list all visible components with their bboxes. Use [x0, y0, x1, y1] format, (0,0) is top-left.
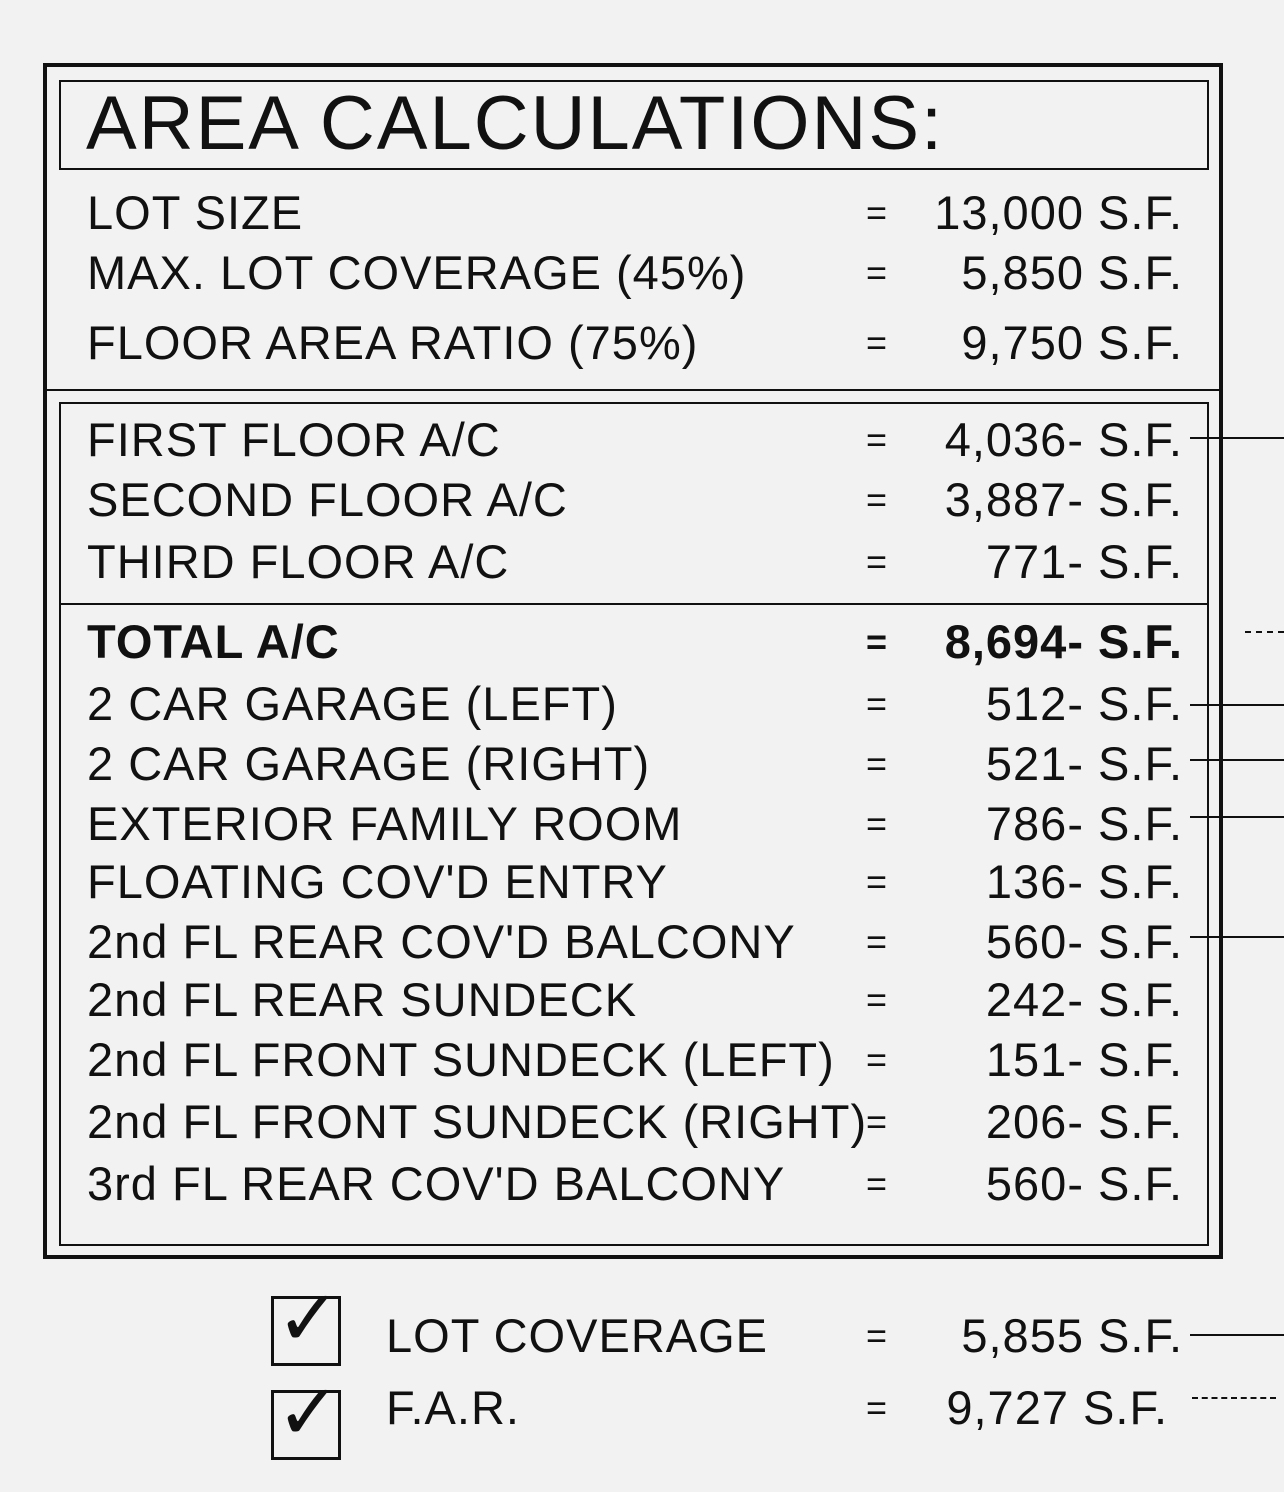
row-value: 560- S.F.: [985, 915, 1183, 968]
equals-sign: =: [866, 979, 888, 1020]
row-value: 512- S.F.: [985, 677, 1183, 730]
page-title: AREA CALCULATIONS:: [86, 81, 945, 166]
row-label: 3rd FL REAR COV'D BALCONY: [87, 1157, 786, 1210]
row-value: 136- S.F.: [985, 855, 1183, 908]
section-divider: [59, 603, 1207, 605]
table-row: 2 CAR GARAGE (RIGHT) = 521- S.F.: [0, 739, 1284, 789]
row-value: 13,000 S.F.: [934, 186, 1183, 239]
table-row: FLOOR AREA RATIO (75%) = 9,750 S.F.: [0, 318, 1284, 368]
table-row: LOT COVERAGE = 5,855 S.F.: [0, 1311, 1284, 1361]
row-label: TOTAL A/C: [87, 615, 340, 668]
equals-sign: =: [866, 479, 888, 520]
equals-sign: =: [866, 1163, 888, 1204]
table-row: SECOND FLOOR A/C = 3,887- S.F.: [0, 475, 1284, 525]
row-label: 2nd FL FRONT SUNDECK (RIGHT): [87, 1095, 868, 1148]
table-row: FLOATING COV'D ENTRY = 136- S.F.: [0, 857, 1284, 907]
check-icon: ✓: [276, 1274, 342, 1362]
equals-sign: =: [866, 252, 888, 293]
row-value: 560- S.F.: [985, 1157, 1183, 1210]
equals-sign: =: [866, 803, 888, 844]
row-label: LOT SIZE: [87, 186, 304, 239]
leader-line: [1190, 437, 1284, 439]
row-label: 2nd FL FRONT SUNDECK (LEFT): [87, 1033, 835, 1086]
row-value: 9,750 S.F.: [961, 316, 1183, 369]
row-label: THIRD FLOOR A/C: [87, 535, 510, 588]
equals-sign: =: [866, 861, 888, 902]
floor-areas-box: [59, 402, 1209, 1246]
equals-sign: =: [866, 621, 888, 662]
leader-line: [1190, 704, 1284, 706]
leader-line-dashed: [1192, 1397, 1276, 1399]
row-value: 786- S.F.: [985, 797, 1183, 850]
table-row: 2nd FL FRONT SUNDECK (RIGHT) = 206- S.F.: [0, 1097, 1284, 1147]
row-label: 2nd FL REAR COV'D BALCONY: [87, 915, 796, 968]
row-value: 521- S.F.: [985, 737, 1183, 790]
area-calculations-frame: [43, 63, 1223, 1259]
leader-line: [1190, 759, 1284, 761]
check-icon: ✓: [276, 1368, 342, 1456]
checkbox: ✓: [271, 1274, 341, 1366]
title-box: [59, 80, 1209, 170]
row-value: 5,855 S.F.: [961, 1309, 1183, 1362]
row-value: 206- S.F.: [985, 1095, 1183, 1148]
row-value: 8,694- S.F.: [944, 615, 1183, 668]
table-row: 3rd FL REAR COV'D BALCONY = 560- S.F.: [0, 1159, 1284, 1209]
row-value: 242- S.F.: [985, 973, 1183, 1026]
table-row: MAX. LOT COVERAGE (45%) = 5,850 S.F.: [0, 248, 1284, 298]
section-divider: [45, 389, 1219, 391]
table-row: 2nd FL FRONT SUNDECK (LEFT) = 151- S.F.: [0, 1035, 1284, 1085]
table-row: F.A.R. = 9,727 S.F.: [0, 1383, 1284, 1433]
equals-sign: =: [866, 541, 888, 582]
equals-sign: =: [866, 1315, 888, 1356]
equals-sign: =: [866, 419, 888, 460]
row-value: 9,727 S.F.: [946, 1381, 1168, 1434]
row-label: F.A.R.: [386, 1381, 520, 1434]
row-label: FLOOR AREA RATIO (75%): [87, 316, 699, 369]
row-value: 771- S.F.: [985, 535, 1183, 588]
table-row: 2nd FL REAR SUNDECK = 242- S.F.: [0, 975, 1284, 1025]
row-value: 4,036- S.F.: [944, 413, 1183, 466]
table-row: THIRD FLOOR A/C = 771- S.F.: [0, 537, 1284, 587]
leader-line: [1190, 816, 1284, 818]
equals-sign: =: [866, 322, 888, 363]
table-row: LOT SIZE = 13,000 S.F.: [0, 188, 1284, 238]
row-label: 2 CAR GARAGE (LEFT): [87, 677, 618, 730]
row-label: FIRST FLOOR A/C: [87, 413, 501, 466]
row-label: 2 CAR GARAGE (RIGHT): [87, 737, 651, 790]
row-label: FLOATING COV'D ENTRY: [87, 855, 668, 908]
table-row: FIRST FLOOR A/C = 4,036- S.F.: [0, 415, 1284, 465]
equals-sign: =: [866, 921, 888, 962]
table-row: EXTERIOR FAMILY ROOM = 786- S.F.: [0, 799, 1284, 849]
equals-sign: =: [866, 1387, 888, 1428]
row-value: 3,887- S.F.: [944, 473, 1183, 526]
leader-line: [1190, 1334, 1284, 1336]
row-label: SECOND FLOOR A/C: [87, 473, 568, 526]
checkbox: ✓: [271, 1368, 341, 1460]
row-label: EXTERIOR FAMILY ROOM: [87, 797, 683, 850]
table-row: 2 CAR GARAGE (LEFT) = 512- S.F.: [0, 679, 1284, 729]
table-row: TOTAL A/C = 8,694- S.F.: [0, 617, 1284, 667]
table-row: 2nd FL REAR COV'D BALCONY = 560- S.F.: [0, 917, 1284, 967]
row-value: 151- S.F.: [985, 1033, 1183, 1086]
row-value: 5,850 S.F.: [961, 246, 1183, 299]
equals-sign: =: [866, 192, 888, 233]
equals-sign: =: [866, 743, 888, 784]
equals-sign: =: [866, 1101, 888, 1142]
equals-sign: =: [866, 683, 888, 724]
row-label: MAX. LOT COVERAGE (45%): [87, 246, 747, 299]
row-label: LOT COVERAGE: [386, 1309, 769, 1362]
equals-sign: =: [866, 1039, 888, 1080]
leader-line: [1190, 936, 1284, 938]
row-label: 2nd FL REAR SUNDECK: [87, 973, 638, 1026]
leader-line-dashed: [1245, 631, 1284, 633]
